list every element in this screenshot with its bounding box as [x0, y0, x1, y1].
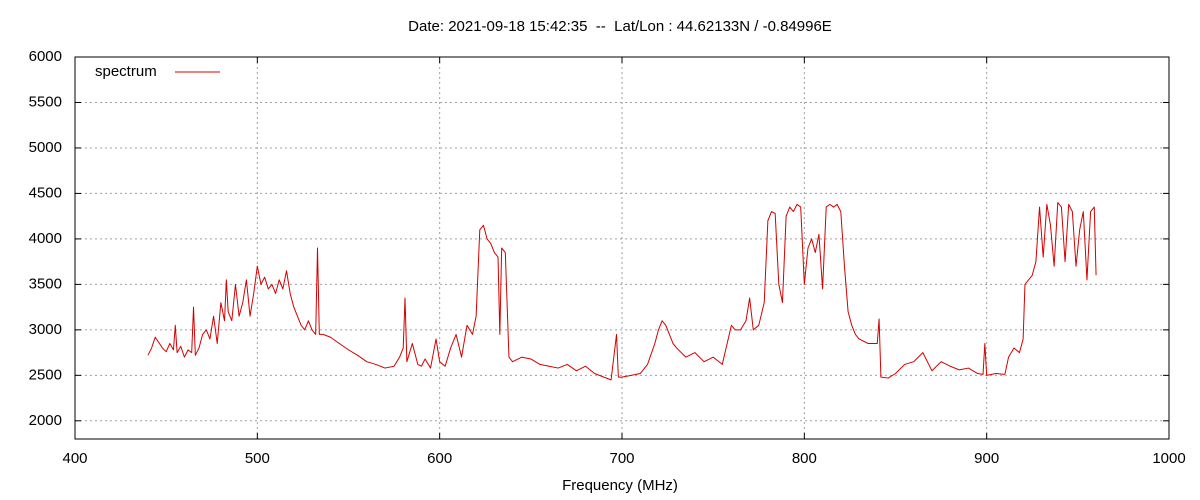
x-tick-label: 500 [245, 450, 270, 467]
y-tick-label: 2000 [29, 412, 62, 429]
x-tick-label: 700 [609, 450, 634, 467]
data-line [147, 202, 1097, 381]
y-tick-label: 3000 [29, 321, 62, 338]
x-tick-label: 400 [62, 450, 87, 467]
plot-frame [74, 56, 1170, 440]
chart-title: Date: 2021-09-18 15:42:35 -- Lat/Lon : 4… [408, 18, 832, 35]
y-tick-label: 6000 [29, 48, 62, 65]
y-tick-label: 4000 [29, 230, 62, 247]
x-tick-label: 600 [427, 450, 452, 467]
y-tick-label: 4500 [29, 184, 62, 201]
x-tick-label: 800 [792, 450, 817, 467]
y-tick-label: 5500 [29, 93, 62, 110]
y-tick-label: 5000 [29, 139, 62, 156]
legend-label: spectrum [95, 63, 157, 80]
x-tick-label: 1000 [1152, 450, 1185, 467]
y-tick-label: 3500 [29, 275, 62, 292]
x-tick-label: 900 [974, 450, 999, 467]
x-axis-label: Frequency (MHz) [562, 477, 678, 494]
y-tick-label: 2500 [29, 366, 62, 383]
